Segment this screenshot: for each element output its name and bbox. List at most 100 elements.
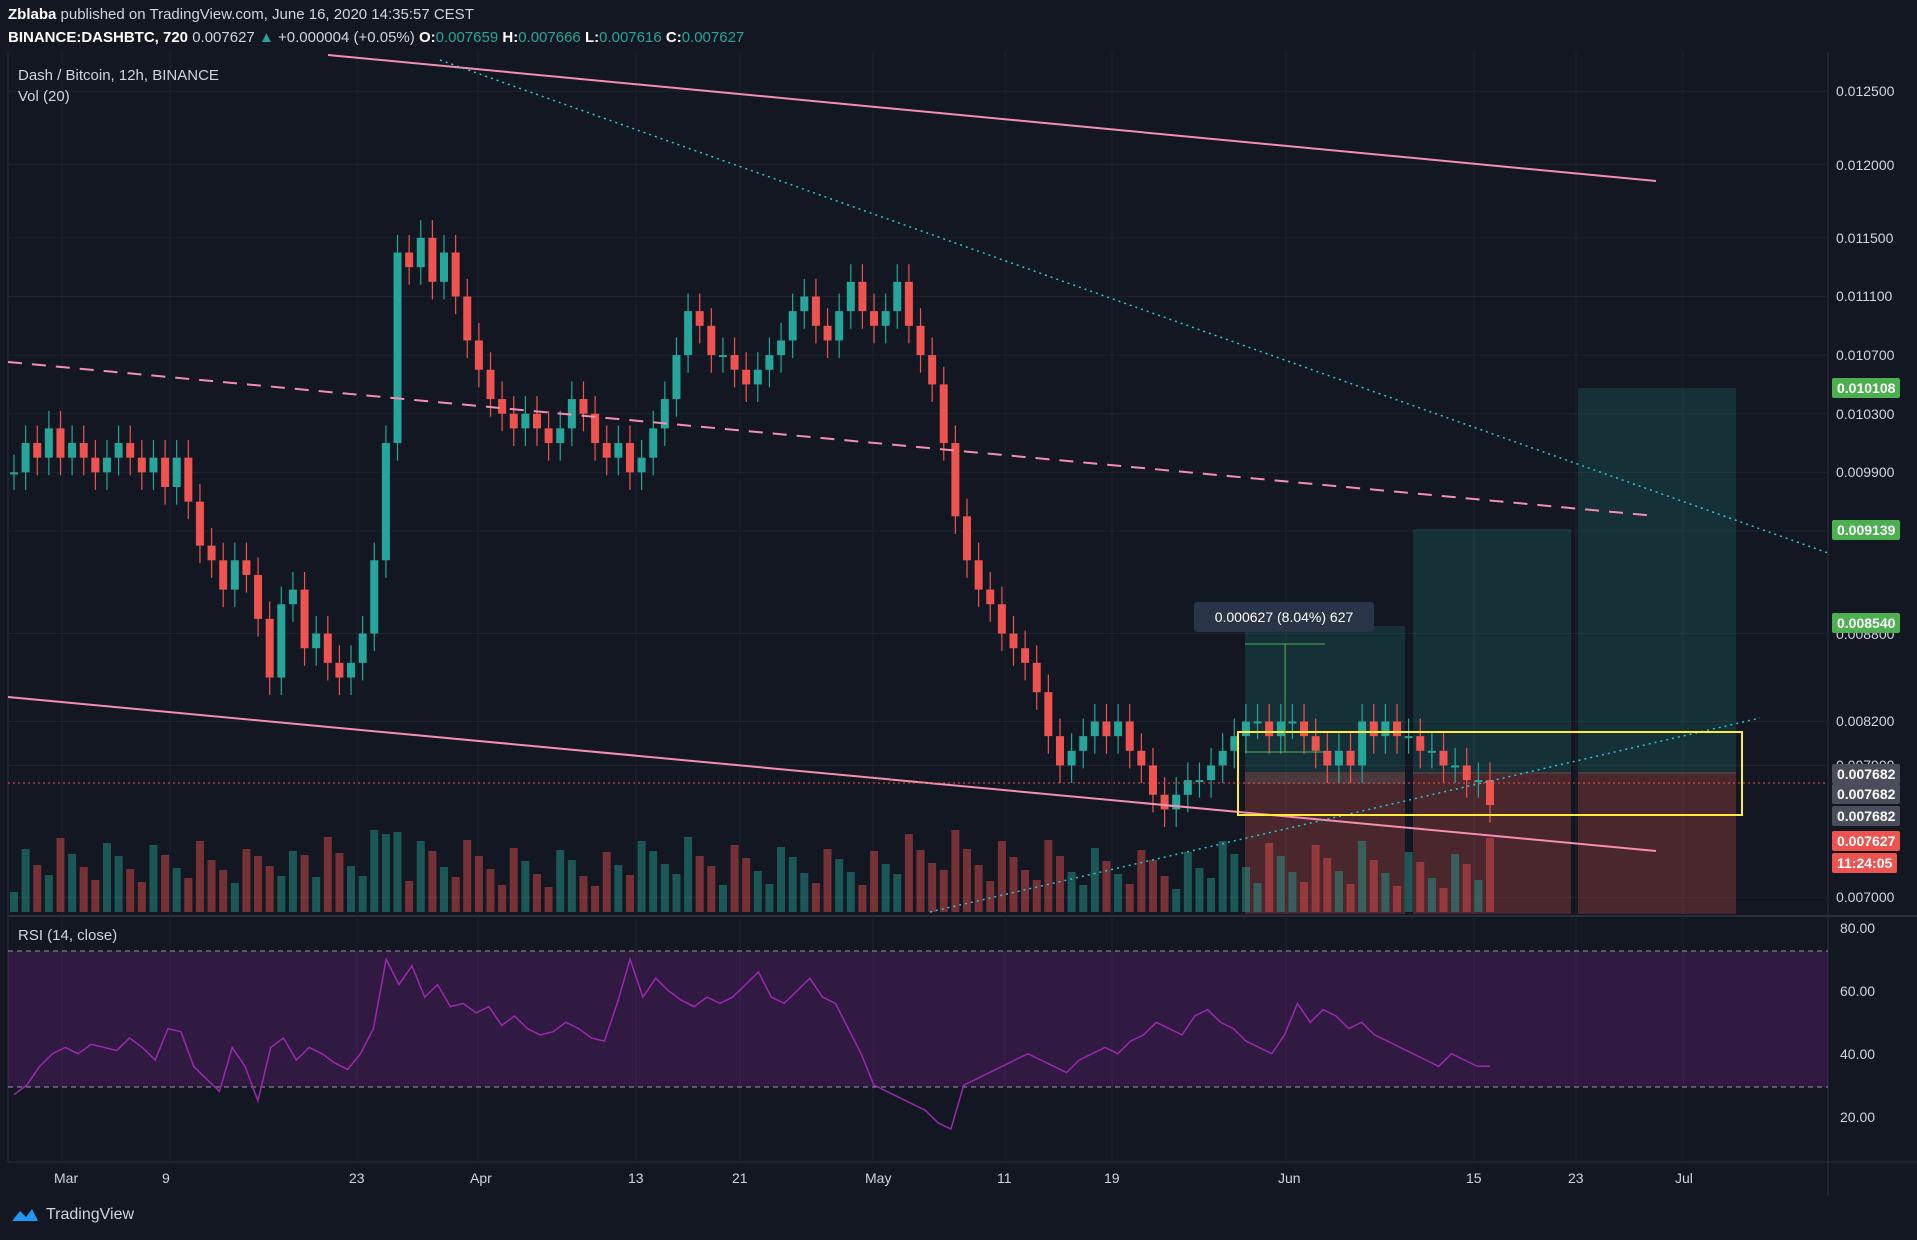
price-pane	[8, 52, 1828, 912]
candle-body	[567, 399, 576, 429]
volume-bar	[870, 851, 879, 912]
candle-body	[1067, 750, 1076, 766]
price-tag: 0.007682	[1832, 784, 1901, 804]
candle-body	[718, 355, 727, 358]
candle-body	[126, 443, 135, 458]
candle-body	[695, 311, 704, 326]
candle-body	[707, 325, 716, 356]
date-tick-label: Mar	[54, 1170, 79, 1186]
measure-tooltip: 0.000627 (8.04%) 627	[1194, 602, 1374, 632]
volume-bar	[1160, 876, 1169, 912]
volume-bar	[207, 860, 216, 912]
candle-body	[1300, 721, 1309, 737]
candle-body	[370, 560, 379, 634]
date-tick-label: 23	[1568, 1170, 1584, 1186]
price-tick-label: 0.007000	[1836, 889, 1895, 906]
candle-body	[21, 443, 30, 473]
candle-body	[509, 413, 518, 429]
volume-bar	[1451, 854, 1460, 912]
volume-bar	[997, 841, 1006, 912]
volume-bar	[788, 857, 797, 912]
volume-bar	[68, 854, 77, 912]
volume-bar	[91, 880, 100, 912]
volume-bar	[835, 859, 844, 912]
candle-body	[56, 428, 65, 458]
candle-body	[137, 457, 146, 473]
volume-bar	[811, 883, 820, 912]
volume-bar	[1358, 841, 1367, 912]
candle-body	[974, 560, 983, 590]
price-tick-label: 0.008200	[1836, 713, 1895, 730]
volume-bar	[451, 877, 460, 912]
volume-bar	[649, 851, 658, 912]
candle-body	[277, 604, 286, 678]
volume-bar	[335, 853, 344, 912]
tradingview-logo[interactable]: TradingView	[10, 1205, 134, 1225]
last-price: 0.007627	[192, 29, 255, 46]
volume-bar	[1393, 886, 1402, 912]
rsi-legend[interactable]: RSI (14, close)	[18, 927, 118, 944]
volume-bar	[951, 830, 960, 912]
candle-body	[1183, 780, 1192, 795]
candle-body	[1253, 721, 1262, 724]
price-tag: 0.007627	[1832, 831, 1901, 851]
candle-body	[777, 340, 786, 356]
candle-body	[149, 457, 158, 473]
volume-bar	[1021, 870, 1030, 912]
candle-body	[963, 516, 972, 561]
volume-bar	[730, 845, 739, 912]
price-tick-label: 0.010700	[1836, 347, 1895, 364]
up-arrow-icon: ▲	[258, 29, 274, 46]
volume-bar	[846, 872, 855, 912]
candle-body	[939, 384, 948, 444]
date-tick-label: Apr	[470, 1170, 492, 1186]
long-zone-3-profit	[1578, 388, 1736, 774]
candle-body	[486, 369, 495, 400]
candle-body	[1079, 736, 1088, 751]
candle-body	[1358, 721, 1367, 766]
volume-bar	[1474, 880, 1483, 912]
volume-bar	[1369, 860, 1378, 912]
candle-body	[986, 589, 995, 605]
candle-body	[765, 355, 774, 370]
candle-body	[1044, 692, 1053, 737]
volume-bar	[974, 865, 983, 912]
volume-bar	[963, 849, 972, 912]
price-tag: 11:24:05	[1832, 853, 1898, 873]
volume-bar	[986, 881, 995, 912]
candle-body	[440, 252, 449, 282]
candle-body	[358, 633, 367, 663]
volume-bar	[56, 838, 65, 912]
candle-body	[1462, 765, 1471, 781]
low-value: 0.007616	[599, 29, 662, 46]
price-tag: 0.009139	[1832, 520, 1901, 540]
volume-bar	[509, 848, 518, 912]
volume-bar	[405, 881, 414, 912]
price-tag: 0.010108	[1832, 378, 1901, 398]
main-legend[interactable]: Dash / Bitcoin, 12h, BINANCE	[18, 67, 219, 84]
symbol-name[interactable]: BINANCE:DASHBTC, 720	[8, 29, 189, 46]
rsi-tick-label: 80.00	[1840, 920, 1876, 936]
candle-body	[1311, 736, 1320, 751]
price-tag: 0.007682	[1832, 806, 1901, 826]
volume-bar	[1265, 843, 1274, 912]
date-tick-label: 13	[628, 1170, 644, 1186]
candle-body	[544, 428, 553, 444]
date-tick-label: 15	[1466, 1170, 1482, 1186]
candle-body	[1230, 736, 1239, 751]
volume-legend[interactable]: Vol (20)	[18, 88, 70, 105]
candle-body	[684, 311, 693, 356]
volume-bar	[1090, 848, 1099, 912]
candle-body	[1160, 794, 1169, 810]
volume-bar	[265, 866, 274, 912]
volume-bar	[800, 873, 809, 912]
volume-bar	[1311, 845, 1320, 912]
candle-body	[1241, 721, 1250, 737]
publisher-name[interactable]: Zblaba	[8, 6, 57, 23]
volume-bar	[858, 885, 867, 912]
price-change: +0.000004 (+0.05%)	[277, 29, 415, 46]
volume-bar	[137, 882, 146, 912]
candle-body	[951, 443, 960, 517]
candle-body	[230, 560, 239, 590]
